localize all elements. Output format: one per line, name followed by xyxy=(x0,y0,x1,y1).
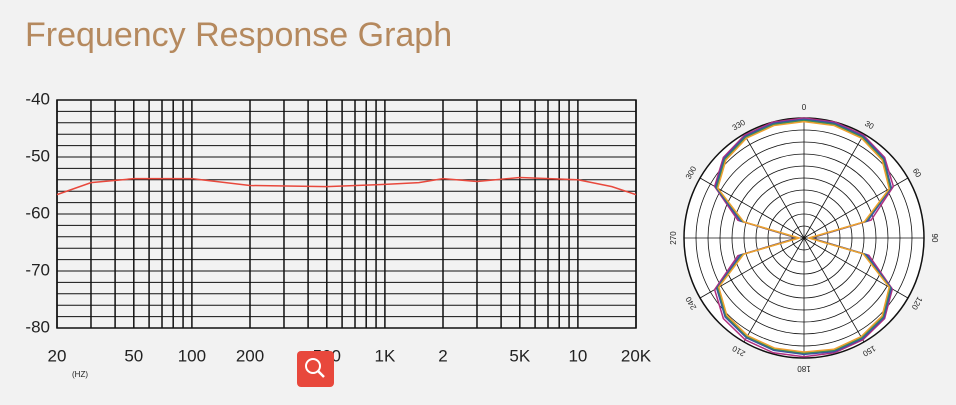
polar-line xyxy=(716,120,890,353)
response-line xyxy=(56,176,637,196)
polar-line xyxy=(715,119,892,354)
x-tick-label: 20 xyxy=(48,346,67,365)
plot-frame xyxy=(56,99,637,329)
x-tick-label: 50 xyxy=(124,346,143,365)
angle-label: 180 xyxy=(797,364,811,373)
spoke xyxy=(803,237,865,343)
x-tick-label: 100 xyxy=(178,346,206,365)
y-tick-label: -80 xyxy=(25,317,50,336)
x-tick-label: 2 xyxy=(438,346,447,365)
spoke xyxy=(803,133,865,239)
polar-line xyxy=(713,117,895,358)
spoke xyxy=(743,237,805,343)
spoke xyxy=(743,133,805,239)
zoom-icon xyxy=(305,358,321,374)
y-tick-label: -40 xyxy=(25,89,50,108)
angle-label: 0 xyxy=(802,103,807,112)
y-tick-label: -70 xyxy=(25,260,50,279)
angle-label: 270 xyxy=(669,231,678,245)
zoom-icon xyxy=(317,370,325,378)
x-tick-label: 10 xyxy=(568,346,587,365)
x-tick-label: 1K xyxy=(375,346,396,365)
x-tick-label: 5K xyxy=(509,346,530,365)
polar-line xyxy=(714,118,893,356)
zoom-button-bg[interactable] xyxy=(297,351,334,387)
x-tick-label: 200 xyxy=(236,346,264,365)
angle-label: 90 xyxy=(930,234,939,243)
zoom-button[interactable] xyxy=(297,351,334,387)
y-tick-label: -60 xyxy=(25,203,50,222)
page-title: Frequency Response Graph xyxy=(25,16,452,54)
y-tick-label: -50 xyxy=(25,146,50,165)
x-tick-label: 20K xyxy=(621,346,652,365)
x-unit: (HZ) xyxy=(72,370,88,379)
